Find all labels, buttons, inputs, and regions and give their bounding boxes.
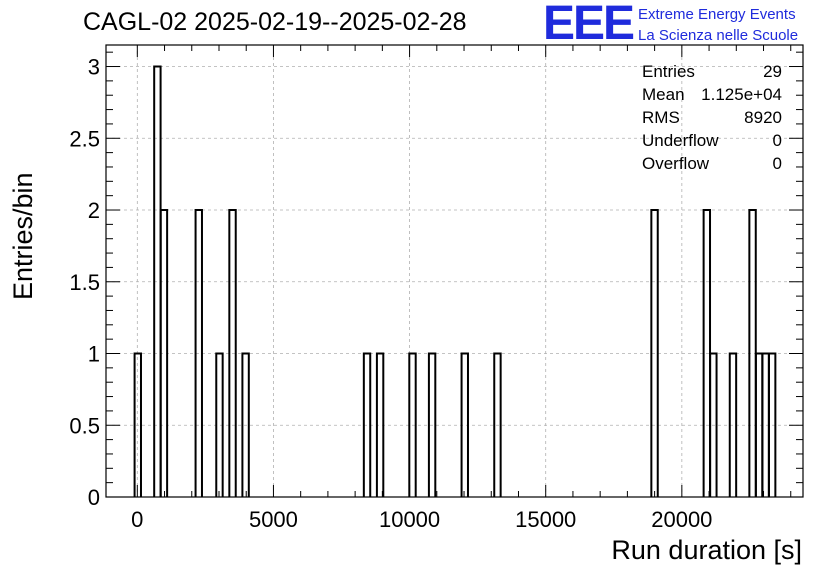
histogram-bin — [133, 352, 142, 497]
stats-row-entries: Entries 29 — [642, 62, 782, 81]
histogram-bin — [650, 209, 659, 497]
logo-line-2: La Scienza nelle Scuole — [638, 27, 799, 44]
plot-frame — [105, 44, 804, 498]
histogram-bin — [159, 209, 169, 497]
histogram-bin — [748, 209, 757, 497]
histogram-bin — [767, 352, 777, 497]
histogram-bin — [427, 352, 437, 497]
y-tick-label: 2 — [88, 198, 100, 223]
x-tick-label: 5000 — [249, 507, 298, 532]
histogram-bin — [709, 352, 718, 497]
eee-logo: EEE — [543, 0, 635, 50]
x-tick-label: 15000 — [515, 507, 576, 532]
histogram-bin — [408, 352, 417, 497]
stats-row-underflow: Underflow 0 — [642, 131, 782, 150]
x-tick-label: 0 — [131, 507, 143, 532]
y-tick-label: 3 — [88, 55, 100, 80]
logo-caption: Extreme Energy Events La Scienza nelle S… — [638, 4, 798, 46]
histogram-bars — [133, 65, 777, 497]
y-tick-label: 0 — [88, 485, 100, 510]
stats-row-rms: RMS 8920 — [642, 108, 782, 127]
logo-line-1: Extreme Energy Events — [638, 6, 796, 23]
stats-box: Entries 29 Mean 1.125e+04 RMS 8920 Underflo… — [642, 60, 782, 175]
x-tick-label: 10000 — [379, 507, 440, 532]
y-axis-label: Entries/bin — [8, 172, 38, 300]
histogram-bin — [754, 352, 764, 497]
histogram-bin — [460, 352, 469, 497]
axis-ticks — [106, 45, 803, 498]
histogram-bin — [215, 352, 224, 497]
x-tick-label: 20000 — [651, 507, 712, 532]
y-tick-label: 1.5 — [69, 270, 100, 295]
y-tick-label: 0.5 — [69, 413, 100, 438]
histogram-bin — [728, 352, 738, 497]
histogram-bin — [228, 209, 237, 497]
y-tick-label: 2.5 — [69, 126, 100, 151]
chart-title: CAGL-02 2025-02-19--2025-02-28 — [83, 8, 467, 36]
x-axis-label: Run duration [s] — [611, 535, 802, 565]
histogram-bin — [761, 352, 770, 497]
axis-tick-labels: 0 5000 10000 15000 20000 0 0.5 1 1.5 2 2.5 3 — [69, 55, 712, 532]
histogram-bin — [362, 352, 372, 497]
y-tick-label: 1 — [88, 342, 100, 367]
histogram-bin — [153, 65, 162, 497]
histogram-bin — [493, 352, 502, 497]
histogram-bin — [194, 209, 203, 497]
stats-row-overflow: Overflow 0 — [642, 154, 782, 173]
stats-row-mean: Mean 1.125e+04 — [642, 85, 782, 104]
histogram-bin — [375, 352, 385, 497]
histogram-bin — [241, 352, 250, 497]
